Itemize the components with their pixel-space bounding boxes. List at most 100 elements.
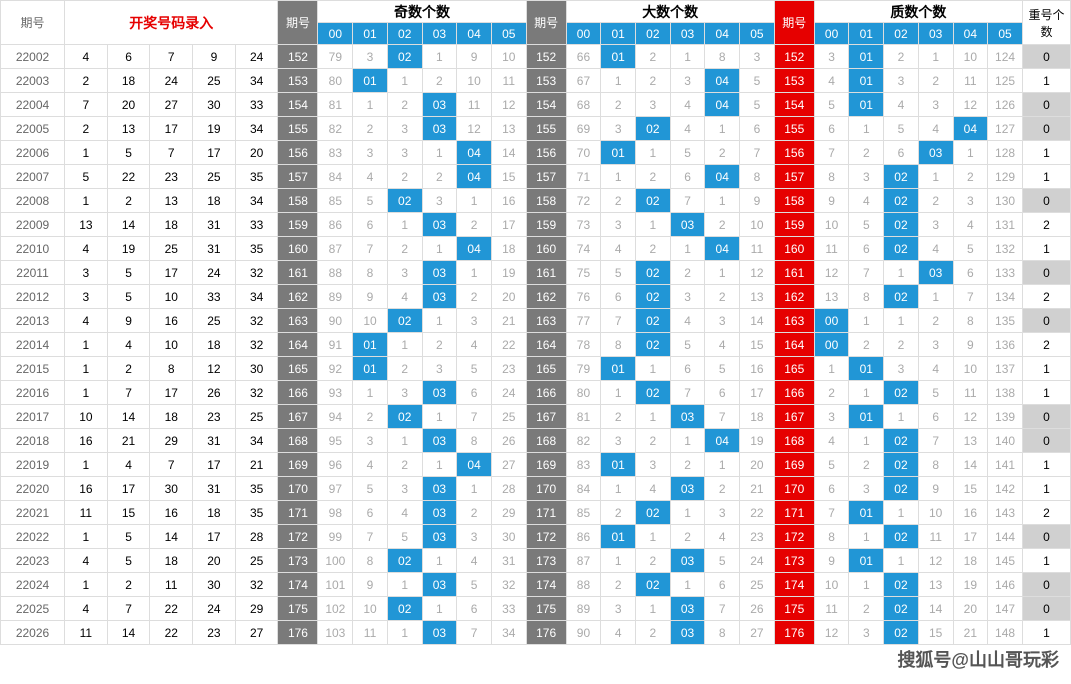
cell-trend: 7 (740, 141, 775, 165)
cell-sub-period: 153 (278, 69, 318, 93)
cell-entry: 1 (65, 525, 108, 549)
cell-sub-period: 154 (526, 93, 566, 117)
cell-entry: 4 (65, 309, 108, 333)
cell-sub-period: 172 (774, 525, 814, 549)
cell-entry: 1 (65, 141, 108, 165)
cell-trend: 140 (988, 429, 1023, 453)
table-row: 2202111151618351719864032291718520213221… (1, 501, 1071, 525)
cell-trend: 10 (740, 213, 775, 237)
cell-trend: 5 (953, 237, 988, 261)
table-row: 2201414101832164910112422164788025415164… (1, 333, 1071, 357)
cell-entry: 19 (107, 237, 150, 261)
cell-entry: 14 (150, 525, 193, 549)
cell-trend: 3 (387, 261, 422, 285)
cell-trend: 7 (814, 501, 849, 525)
cell-trend: 4 (705, 333, 740, 357)
cell-trend: 16 (740, 357, 775, 381)
cell-entry: 16 (65, 429, 108, 453)
cell-trend: 1 (601, 165, 636, 189)
cell-chong: 1 (1022, 69, 1070, 93)
sub-header: 02 (387, 23, 422, 45)
cell-trend: 81 (318, 93, 353, 117)
cell-period: 22026 (1, 621, 65, 645)
cell-period: 22020 (1, 477, 65, 501)
cell-period: 22013 (1, 309, 65, 333)
cell-sub-period: 170 (774, 477, 814, 501)
cell-sub-period: 165 (774, 357, 814, 381)
cell-entry: 31 (193, 429, 236, 453)
cell-trend: 145 (988, 549, 1023, 573)
sub-header: 01 (353, 23, 388, 45)
cell-period: 22009 (1, 213, 65, 237)
cell-trend: 1 (422, 309, 457, 333)
cell-trend: 5 (849, 213, 884, 237)
cell-period: 22022 (1, 525, 65, 549)
cell-entry: 18 (193, 189, 236, 213)
cell-chong: 2 (1022, 501, 1070, 525)
cell-trend: 14 (953, 453, 988, 477)
cell-trend: 4 (918, 357, 953, 381)
cell-trend: 1 (884, 309, 919, 333)
cell-trend: 02 (884, 285, 919, 309)
cell-entry: 3 (65, 285, 108, 309)
cell-trend: 91 (318, 333, 353, 357)
cell-trend: 2 (814, 381, 849, 405)
cell-trend: 1 (670, 429, 705, 453)
cell-entry: 27 (235, 621, 278, 645)
cell-trend: 3 (849, 165, 884, 189)
cell-trend: 4 (849, 189, 884, 213)
cell-trend: 2 (457, 285, 492, 309)
sub-header: 00 (814, 23, 849, 45)
cell-trend: 127 (988, 117, 1023, 141)
cell-trend: 5 (457, 573, 492, 597)
cell-trend: 8 (740, 165, 775, 189)
cell-trend: 16 (953, 501, 988, 525)
sub-header: 02 (884, 23, 919, 45)
cell-trend: 87 (318, 237, 353, 261)
cell-trend: 2 (387, 453, 422, 477)
cell-trend: 12 (953, 93, 988, 117)
cell-entry: 9 (107, 309, 150, 333)
cell-entry: 16 (65, 477, 108, 501)
cell-sub-period: 174 (774, 573, 814, 597)
cell-trend: 01 (353, 69, 388, 93)
cell-entry: 30 (193, 93, 236, 117)
cell-trend: 03 (918, 141, 953, 165)
cell-trend: 148 (988, 621, 1023, 645)
cell-trend: 2 (387, 357, 422, 381)
cell-trend: 2 (601, 573, 636, 597)
cell-trend: 89 (566, 597, 601, 621)
cell-sub-period: 171 (526, 501, 566, 525)
cell-sub-period: 171 (278, 501, 318, 525)
cell-entry: 4 (65, 549, 108, 573)
cell-period: 22021 (1, 501, 65, 525)
cell-trend: 6 (670, 165, 705, 189)
cell-trend: 1 (918, 165, 953, 189)
cell-chong: 0 (1022, 189, 1070, 213)
cell-trend: 03 (670, 405, 705, 429)
cell-period: 22008 (1, 189, 65, 213)
cell-trend: 03 (422, 117, 457, 141)
cell-trend: 79 (566, 357, 601, 381)
cell-trend: 3 (422, 189, 457, 213)
cell-sub-period: 156 (526, 141, 566, 165)
cell-trend: 6 (353, 501, 388, 525)
cell-entry: 18 (107, 69, 150, 93)
hdr-chong: 重号个数 (1022, 1, 1070, 45)
cell-trend: 01 (849, 45, 884, 69)
cell-trend: 133 (988, 261, 1023, 285)
table-row: 2202345182025173100802143117387120352417… (1, 549, 1071, 573)
sub-header: 05 (740, 23, 775, 45)
cell-trend: 33 (491, 597, 526, 621)
cell-trend: 5 (918, 381, 953, 405)
cell-entry: 25 (150, 237, 193, 261)
cell-trend: 10 (491, 45, 526, 69)
cell-entry: 5 (107, 285, 150, 309)
cell-entry: 5 (107, 525, 150, 549)
cell-trend: 04 (705, 93, 740, 117)
cell-trend: 4 (670, 93, 705, 117)
cell-sub-period: 167 (526, 405, 566, 429)
cell-entry: 4 (107, 333, 150, 357)
cell-trend: 10 (918, 501, 953, 525)
cell-trend: 1 (601, 69, 636, 93)
